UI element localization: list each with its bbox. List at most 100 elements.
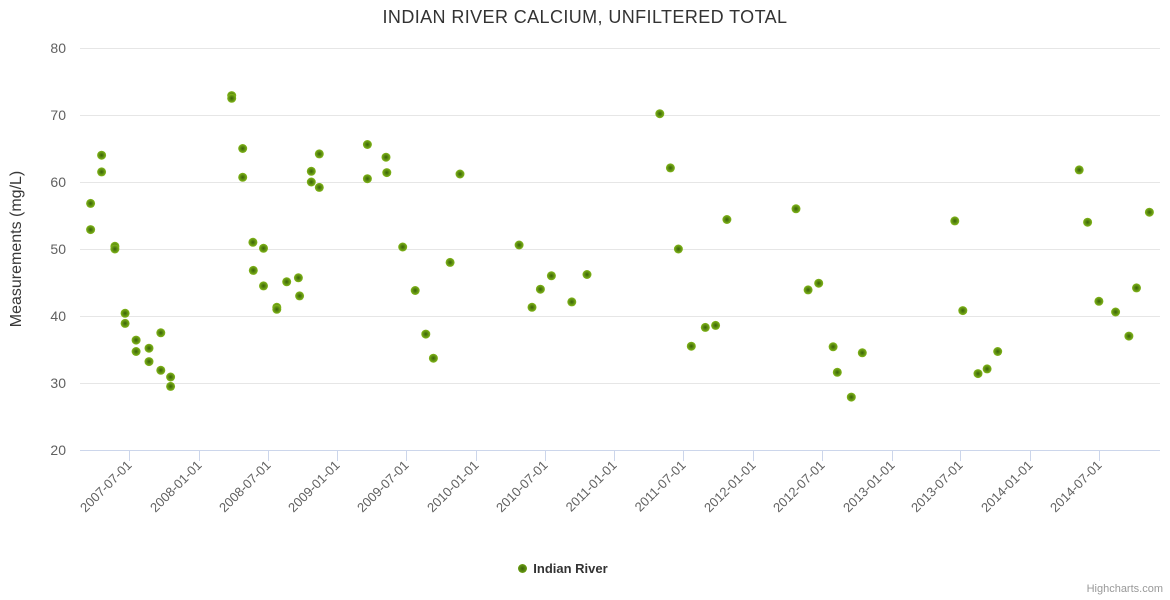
data-point[interactable] [238,144,248,153]
data-point[interactable] [86,198,96,208]
data-point[interactable] [314,149,324,159]
data-point[interactable] [306,166,316,176]
data-point[interactable] [455,169,465,179]
data-point[interactable] [993,347,1003,356]
y-axis-title: Measurements (mg/L) [8,171,25,328]
data-point[interactable] [282,277,292,287]
data-point[interactable] [398,242,408,252]
x-tick-label: 2013-07-01 [908,458,966,516]
data-point[interactable] [1132,283,1141,293]
data-point[interactable] [1094,296,1104,306]
data-point[interactable] [857,348,867,358]
data-point[interactable] [381,152,391,162]
data-point[interactable] [791,204,801,214]
data-point[interactable] [722,215,732,224]
data-point[interactable] [582,270,592,279]
data-point[interactable] [445,257,455,267]
chart-title: INDIAN RIVER CALCIUM, UNFILTERED TOTAL [382,7,788,27]
data-point[interactable] [567,297,577,307]
data-point[interactable] [973,369,983,379]
series-marker-icon [518,564,528,573]
data-point[interactable] [686,341,696,351]
data-point[interactable] [950,216,960,226]
data-point[interactable] [665,163,675,173]
x-tick-label: 2014-07-01 [1047,458,1105,516]
data-point[interactable] [248,237,258,247]
data-point[interactable] [306,177,316,187]
data-point[interactable] [97,167,107,177]
data-point[interactable] [259,281,268,291]
data-point[interactable] [238,172,248,182]
data-point[interactable] [814,278,824,288]
data-point[interactable] [535,284,545,294]
x-tick-label: 2010-01-01 [424,458,482,516]
data-point[interactable] [166,381,176,391]
data-point[interactable] [655,109,665,119]
highcharts-credit-link[interactable]: Highcharts.com [1086,583,1163,595]
data-point[interactable] [314,182,324,192]
data-point[interactable] [832,367,842,377]
y-axis-labels: 80 70 60 50 40 30 20 [50,40,66,458]
x-tick-label: 2012-01-01 [701,458,759,516]
x-tick-label: 2008-07-01 [216,458,274,516]
data-point[interactable] [144,357,154,367]
data-point[interactable] [428,353,438,363]
y-tick-label: 60 [50,174,66,190]
data-point[interactable] [362,174,372,184]
data-point[interactable] [110,244,120,254]
data-point[interactable] [410,286,420,295]
data-point[interactable] [1074,165,1084,175]
data-point[interactable] [828,342,838,352]
data-point[interactable] [846,392,856,402]
x-tick-label: 2012-07-01 [770,458,828,516]
y-tick-label: 70 [50,107,66,123]
data-point[interactable] [120,318,130,328]
data-point[interactable] [272,304,282,314]
x-tick-label: 2011-07-01 [632,458,689,515]
data-point[interactable] [711,320,721,330]
x-tick-label: 2009-01-01 [285,458,343,516]
data-point[interactable] [527,302,537,312]
data-point[interactable] [131,335,141,345]
data-point[interactable] [259,243,268,253]
y-tick-label: 80 [50,40,66,56]
data-point[interactable] [156,365,166,375]
legend-item-indian-river[interactable]: Indian River [518,561,608,576]
data-point[interactable] [293,273,303,283]
y-tick-label: 50 [50,241,66,257]
x-tick-label: 2010-07-01 [493,458,551,516]
data-point[interactable] [1124,331,1134,341]
data-point[interactable] [248,265,258,275]
data-point[interactable] [156,328,166,338]
x-tick-label: 2011-01-01 [563,458,620,515]
legend-label: Indian River [533,561,608,576]
y-gridlines [80,48,1160,451]
data-points [86,91,1154,402]
data-point[interactable] [97,150,107,160]
data-point[interactable] [803,285,813,295]
data-point[interactable] [546,271,556,281]
data-point[interactable] [86,225,96,235]
y-tick-label: 30 [50,375,66,391]
data-point[interactable] [1111,307,1121,317]
data-point[interactable] [673,244,683,254]
data-point[interactable] [295,291,305,301]
data-point[interactable] [1144,207,1154,217]
data-point[interactable] [362,140,372,149]
data-point[interactable] [982,364,992,374]
x-tick-label: 2008-01-01 [147,458,205,516]
data-point[interactable] [120,308,130,318]
data-point[interactable] [700,322,710,332]
y-tick-label: 40 [50,308,66,324]
data-point[interactable] [958,306,968,316]
data-point[interactable] [131,347,141,356]
data-point[interactable] [1083,217,1093,227]
data-point[interactable] [382,168,392,178]
data-point[interactable] [227,93,237,103]
data-point[interactable] [144,343,154,353]
data-point[interactable] [514,240,524,250]
data-point[interactable] [421,329,431,339]
data-point[interactable] [166,372,176,382]
